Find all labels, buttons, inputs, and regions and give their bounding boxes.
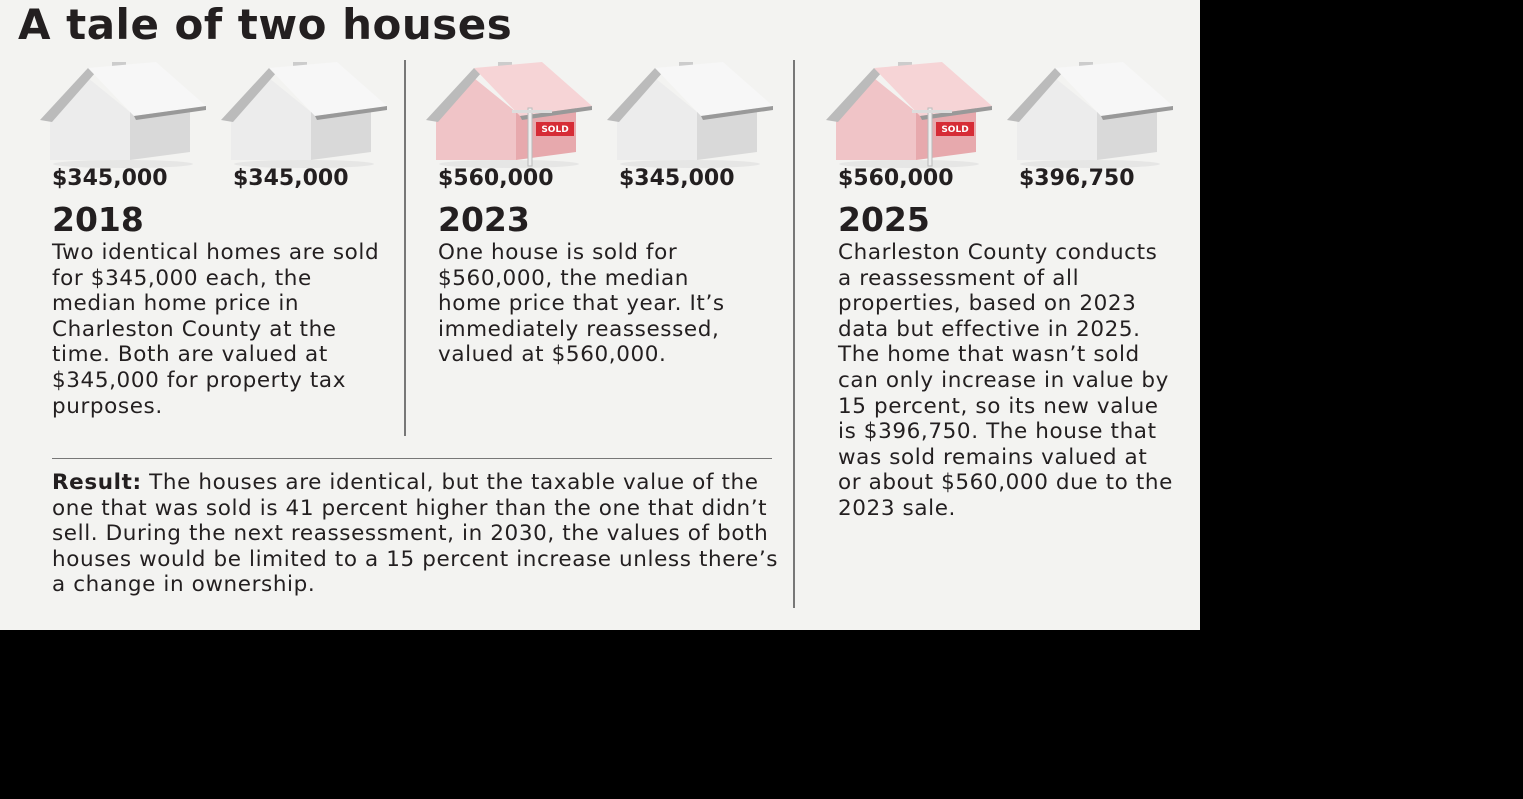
house (605, 60, 775, 168)
infographic: A tale of two houses $345,000 $345,000 20… (0, 0, 1200, 630)
price: $560,000 (438, 166, 554, 191)
house (1005, 60, 1175, 168)
year: 2025 (838, 200, 930, 239)
house-icon (1007, 62, 1173, 168)
house-icon (607, 62, 773, 168)
price: $345,000 (619, 166, 735, 191)
house-icon (221, 62, 387, 168)
house (219, 60, 389, 168)
house-icon (40, 62, 206, 168)
description: Charleston County conducts a reassessmen… (838, 240, 1173, 521)
sold-sign: SOLD (941, 125, 968, 135)
sold-sign: SOLD (541, 125, 568, 135)
divider (793, 60, 795, 608)
result: Result: The houses are identical, but th… (52, 470, 792, 598)
description: One house is sold for $560,000, the medi… (438, 240, 725, 368)
result-text: The houses are identical, but the taxabl… (52, 470, 779, 598)
title: A tale of two houses (18, 0, 513, 49)
description: Two identical homes are sold for $345,00… (52, 240, 380, 419)
price: $396,750 (1019, 166, 1135, 191)
house-icon: SOLD (826, 62, 992, 168)
house: SOLD (824, 60, 994, 168)
price: $560,000 (838, 166, 954, 191)
year: 2023 (438, 200, 530, 239)
price: $345,000 (52, 166, 168, 191)
divider (404, 60, 406, 436)
year: 2018 (52, 200, 144, 239)
house-icon: SOLD (426, 62, 592, 168)
house (38, 60, 208, 168)
house: SOLD (424, 60, 594, 168)
divider (52, 458, 772, 459)
price: $345,000 (233, 166, 349, 191)
result-label: Result: (52, 470, 142, 495)
